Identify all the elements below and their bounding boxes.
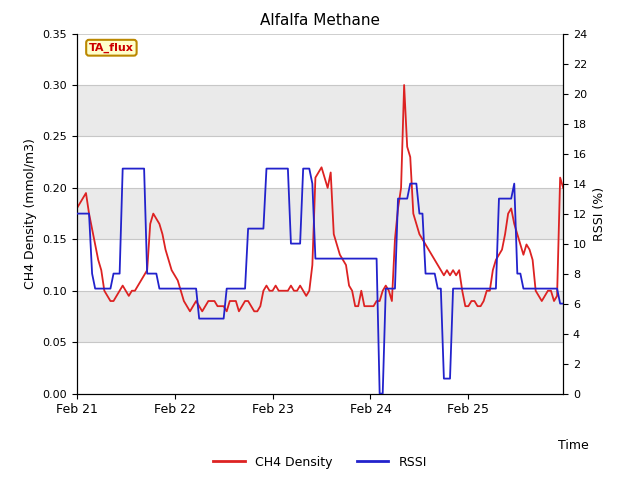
Bar: [77, 291, 563, 342]
Y-axis label: CH4 Density (mmol/m3): CH4 Density (mmol/m3): [24, 138, 36, 289]
Text: Time: Time: [558, 439, 589, 452]
Bar: [77, 85, 563, 136]
Legend: CH4 Density, RSSI: CH4 Density, RSSI: [208, 451, 432, 474]
Text: TA_flux: TA_flux: [89, 43, 134, 53]
Bar: [77, 188, 563, 240]
Title: Alfalfa Methane: Alfalfa Methane: [260, 13, 380, 28]
Y-axis label: RSSI (%): RSSI (%): [593, 187, 605, 240]
